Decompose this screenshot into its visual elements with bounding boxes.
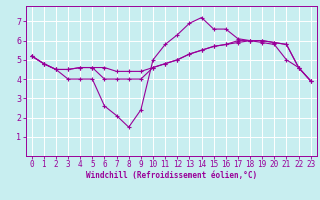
X-axis label: Windchill (Refroidissement éolien,°C): Windchill (Refroidissement éolien,°C) [86, 171, 257, 180]
